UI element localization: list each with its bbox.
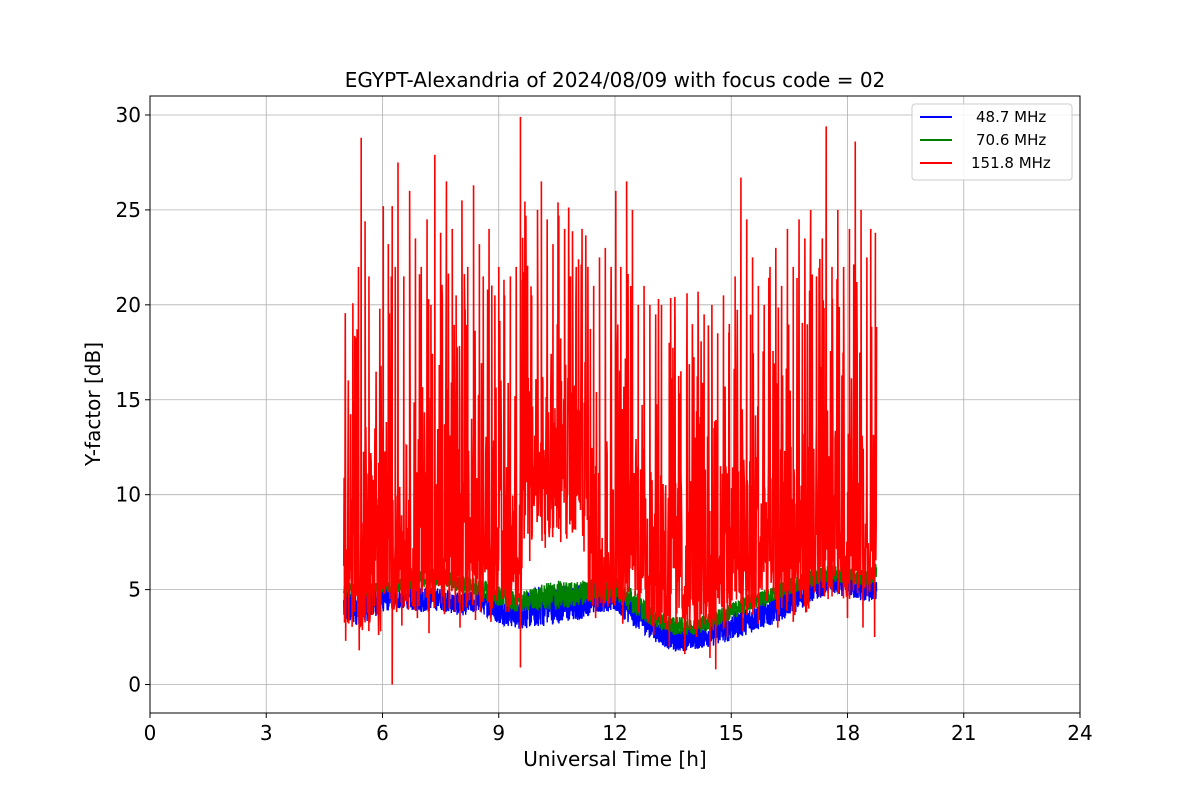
y-tick-label: 20 bbox=[116, 293, 141, 317]
legend-label-70-6: 70.6 MHz bbox=[976, 131, 1046, 149]
series-layer bbox=[342, 116, 878, 685]
y-tick-label: 25 bbox=[116, 198, 141, 222]
y-tick-label: 5 bbox=[128, 578, 141, 602]
x-tick-label: 6 bbox=[376, 721, 389, 745]
x-tick-label: 18 bbox=[835, 721, 860, 745]
y-axis-label: Y-factor [dB] bbox=[81, 342, 105, 467]
legend: 48.7 MHz 70.6 MHz 151.8 MHz bbox=[911, 103, 1073, 181]
series-line-2 bbox=[342, 116, 878, 685]
x-tick-label: 21 bbox=[951, 721, 976, 745]
legend-box bbox=[911, 103, 1073, 181]
x-axis-label: Universal Time [h] bbox=[523, 747, 706, 771]
legend-label-48-7: 48.7 MHz bbox=[976, 108, 1046, 126]
x-tick-label: 3 bbox=[260, 721, 273, 745]
x-tick-label: 15 bbox=[719, 721, 744, 745]
x-tick-label: 9 bbox=[492, 721, 505, 745]
y-tick-label: 10 bbox=[116, 483, 141, 507]
chart-title: EGYPT-Alexandria of 2024/08/09 with focu… bbox=[345, 68, 886, 92]
x-axis: 0 3 6 9 12 15 18 21 24 bbox=[144, 713, 1093, 745]
y-axis: 0 5 10 15 20 25 30 bbox=[116, 103, 150, 697]
y-tick-label: 30 bbox=[116, 103, 141, 127]
y-tick-label: 15 bbox=[116, 388, 141, 412]
x-tick-label: 0 bbox=[144, 721, 157, 745]
legend-label-151-8: 151.8 MHz bbox=[971, 154, 1051, 172]
x-tick-label: 24 bbox=[1067, 721, 1092, 745]
y-tick-label: 0 bbox=[128, 673, 141, 697]
x-tick-label: 12 bbox=[602, 721, 627, 745]
